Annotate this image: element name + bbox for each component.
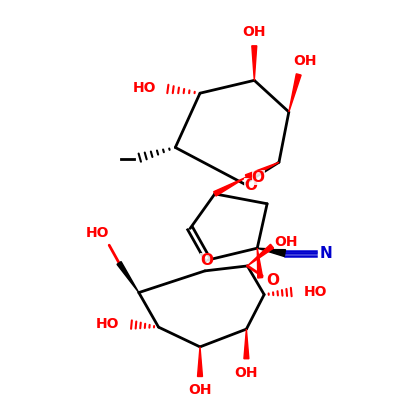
- Text: HO: HO: [304, 284, 327, 298]
- Polygon shape: [244, 329, 249, 359]
- Polygon shape: [257, 248, 286, 256]
- Polygon shape: [289, 74, 301, 112]
- Text: O: O: [244, 178, 257, 194]
- Polygon shape: [198, 347, 202, 376]
- Polygon shape: [245, 162, 279, 179]
- Polygon shape: [117, 262, 139, 292]
- Polygon shape: [247, 244, 274, 266]
- Polygon shape: [257, 248, 263, 278]
- Text: OH: OH: [235, 366, 258, 380]
- Text: OH: OH: [242, 25, 266, 39]
- Text: OH: OH: [274, 235, 298, 249]
- Text: HO: HO: [96, 317, 119, 331]
- Text: O: O: [200, 254, 214, 268]
- Polygon shape: [252, 46, 257, 80]
- Text: O: O: [252, 170, 265, 184]
- Text: OH: OH: [293, 54, 316, 68]
- Polygon shape: [214, 177, 246, 196]
- Text: HO: HO: [86, 226, 109, 240]
- Text: OH: OH: [188, 383, 212, 397]
- Text: O: O: [266, 273, 280, 288]
- Text: HO: HO: [133, 81, 156, 95]
- Text: N: N: [320, 246, 333, 261]
